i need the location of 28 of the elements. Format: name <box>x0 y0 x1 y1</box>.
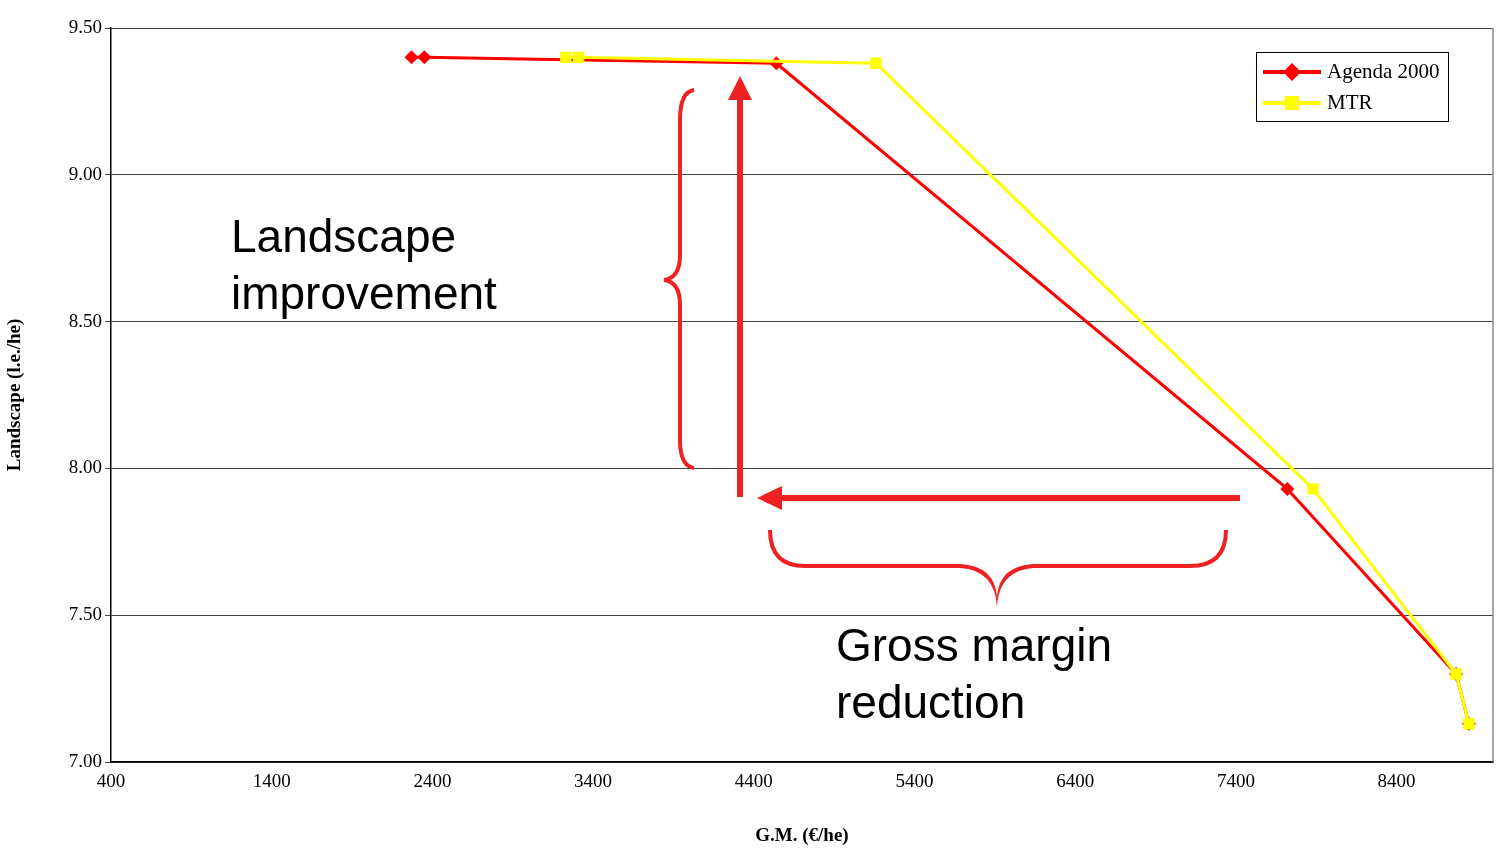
point <box>572 51 585 64</box>
legend-label: MTR <box>1327 90 1373 115</box>
x-tick-label: 6400 <box>1056 770 1095 792</box>
x-tick-label: 1400 <box>252 770 291 792</box>
x-tick-label: 400 <box>96 770 126 792</box>
y-tick-label: 8.50 <box>68 309 102 331</box>
y-tick-label: 7.00 <box>68 749 102 771</box>
annotation: Gross margin reduction <box>836 618 1114 730</box>
point <box>560 51 572 64</box>
y-tick-label: 7.50 <box>68 603 102 625</box>
annotation: Landscape improvement <box>231 209 498 321</box>
x-tick-label: 3400 <box>574 770 613 792</box>
x-tick-label: 2400 <box>413 770 452 792</box>
y-tick-label: 8.00 <box>68 456 102 478</box>
x-tick-label: 4400 <box>734 770 773 792</box>
point <box>870 57 882 69</box>
point <box>404 50 419 65</box>
x-tick-label: 7400 <box>1216 770 1255 792</box>
x-axis-title: G.M. (€/he) <box>755 823 849 846</box>
x-tick-label: 8400 <box>1377 770 1416 792</box>
y-axis-title: Landscape (l.e./he) <box>3 318 26 472</box>
x-tick-label: 5400 <box>895 770 934 792</box>
legend-label: Agenda 2000 <box>1327 59 1440 84</box>
point <box>1307 483 1319 495</box>
y-tick-label: 9.50 <box>68 15 102 37</box>
y-tick-label: 9.00 <box>68 162 102 184</box>
point <box>1280 481 1295 496</box>
point <box>417 50 432 65</box>
